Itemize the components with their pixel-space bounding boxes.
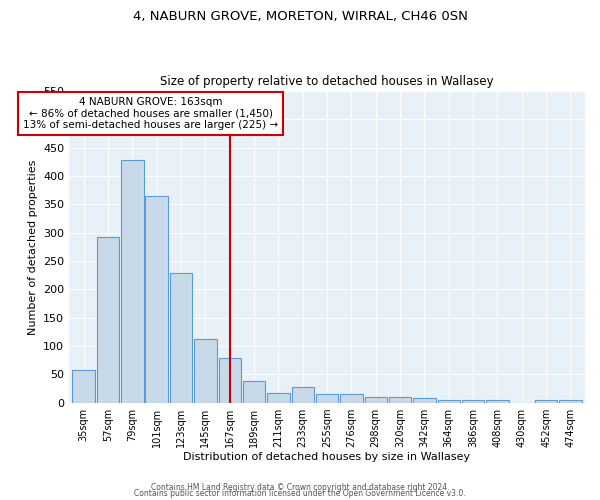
X-axis label: Distribution of detached houses by size in Wallasey: Distribution of detached houses by size … <box>184 452 470 462</box>
Bar <box>413 398 436 402</box>
Bar <box>316 394 338 402</box>
Bar <box>365 397 387 402</box>
Bar <box>340 394 362 402</box>
Bar <box>462 400 484 402</box>
Bar <box>218 358 241 403</box>
Bar <box>170 274 192 402</box>
Bar <box>486 400 509 402</box>
Bar <box>559 400 581 402</box>
Y-axis label: Number of detached properties: Number of detached properties <box>28 159 38 334</box>
Bar <box>145 196 168 402</box>
Text: Contains HM Land Registry data © Crown copyright and database right 2024.: Contains HM Land Registry data © Crown c… <box>151 484 449 492</box>
Bar <box>97 236 119 402</box>
Bar <box>535 400 557 402</box>
Text: 4 NABURN GROVE: 163sqm
← 86% of detached houses are smaller (1,450)
13% of semi-: 4 NABURN GROVE: 163sqm ← 86% of detached… <box>23 96 278 130</box>
Bar <box>437 400 460 402</box>
Bar <box>267 393 290 402</box>
Bar <box>389 398 411 402</box>
Bar <box>292 388 314 402</box>
Bar <box>194 338 217 402</box>
Text: Contains public sector information licensed under the Open Government Licence v3: Contains public sector information licen… <box>134 489 466 498</box>
Bar <box>243 381 265 402</box>
Title: Size of property relative to detached houses in Wallasey: Size of property relative to detached ho… <box>160 76 494 88</box>
Text: 4, NABURN GROVE, MORETON, WIRRAL, CH46 0SN: 4, NABURN GROVE, MORETON, WIRRAL, CH46 0… <box>133 10 467 23</box>
Bar <box>121 160 143 402</box>
Bar <box>73 370 95 402</box>
